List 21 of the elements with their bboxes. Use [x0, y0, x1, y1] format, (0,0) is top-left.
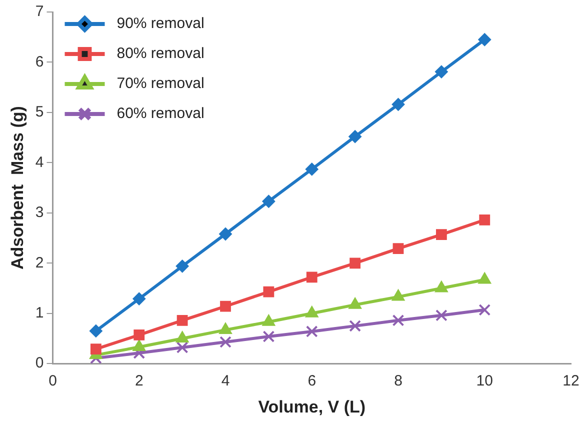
x-tick-label: 8: [394, 372, 402, 390]
y-tick-label: 3: [35, 204, 44, 222]
y-tick-label: 4: [35, 154, 44, 171]
legend-label: 90% removal: [116, 15, 204, 32]
x-tick-label: 4: [221, 372, 230, 390]
legend-label: 80% removal: [116, 45, 204, 62]
x-tick-label: 10: [476, 372, 493, 390]
legend-label: 60% removal: [116, 105, 204, 122]
y-tick-label: 6: [35, 53, 44, 70]
x-tick-label: 6: [308, 372, 316, 390]
y-axis-title: Adsorbent Mass (g): [8, 106, 27, 270]
y-tick-label: 5: [35, 104, 44, 121]
x-tick-label: 0: [48, 372, 57, 390]
y-tick-label: 1: [35, 304, 44, 322]
legend-label: 70% removal: [116, 75, 204, 92]
x-tick-label: 2: [134, 372, 144, 390]
y-tick-label: 2: [35, 254, 44, 272]
x-axis-title: Volume, V (L): [258, 397, 366, 416]
y-tick-label: 7: [35, 3, 44, 20]
x-tick-label: 12: [562, 372, 580, 390]
y-tick-label: 0: [35, 354, 44, 372]
